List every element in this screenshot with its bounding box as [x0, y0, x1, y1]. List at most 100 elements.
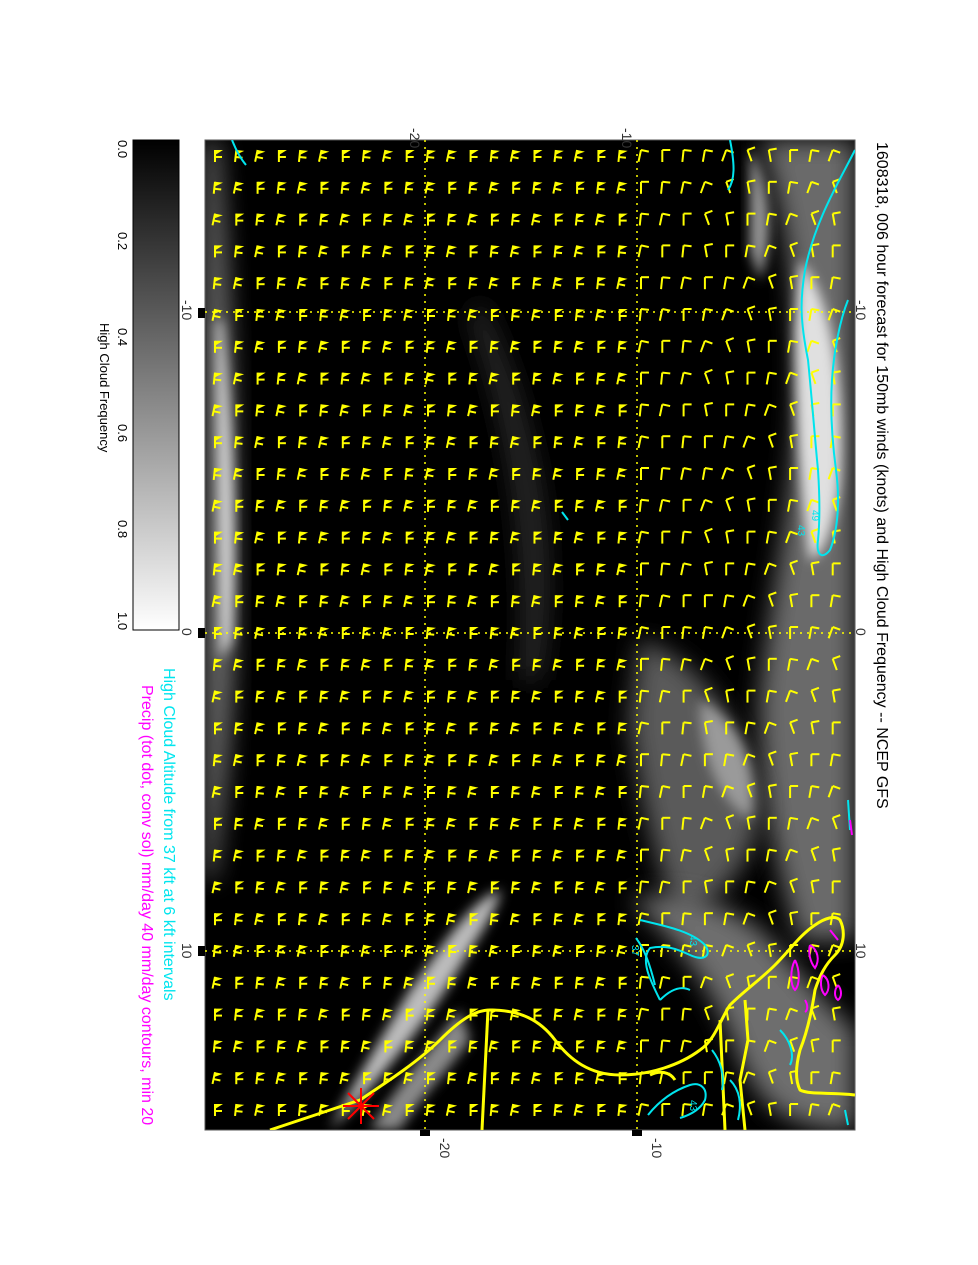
wind-barb [384, 658, 394, 671]
wind-barb [746, 179, 756, 194]
wind-barb [211, 976, 223, 989]
wind-barb [574, 1072, 586, 1085]
wind-barb [490, 690, 500, 703]
wind-barb [594, 213, 607, 226]
wind-barb [533, 913, 543, 926]
wind-barb [320, 658, 330, 671]
wind-barb [831, 403, 841, 417]
wind-barb [681, 626, 692, 640]
wind-barb [232, 1040, 245, 1053]
wind-barb [831, 880, 841, 894]
wind-barb [554, 309, 564, 321]
wind-barb [445, 340, 458, 353]
wind-barb [276, 467, 287, 481]
wind-barb [469, 627, 479, 639]
wind-barb [725, 688, 735, 703]
wind-barb [703, 561, 713, 576]
wind-barb [341, 722, 351, 735]
wind-barb [319, 595, 330, 608]
wind-barb [234, 817, 245, 830]
wind-barb [509, 435, 522, 449]
wind-barb [256, 563, 266, 576]
wind-barb [554, 404, 564, 417]
wind-barb [256, 277, 266, 290]
wind-barb [682, 403, 692, 417]
wind-barb [381, 1103, 394, 1116]
wind-barb [533, 436, 543, 449]
wind-barb [533, 150, 543, 162]
wind-barb [810, 1038, 820, 1053]
wind-barb [640, 371, 649, 385]
wind-barb [810, 879, 820, 894]
wind-barb [785, 848, 798, 862]
wind-barb [703, 209, 713, 226]
wind-barb [404, 849, 415, 862]
wind-barb [297, 722, 309, 735]
wind-barb [234, 722, 245, 735]
wind-barb [488, 944, 500, 957]
wind-barb [680, 1039, 692, 1053]
wind-barb [297, 817, 309, 830]
wind-barb [576, 563, 586, 576]
wind-barb [746, 815, 756, 830]
wind-barb [211, 213, 223, 226]
wind-barb [255, 595, 266, 608]
wind-barb [467, 785, 479, 798]
wind-barb [341, 817, 351, 830]
wind-barb [638, 498, 650, 512]
wind-barb [725, 847, 735, 862]
wind-barb [445, 626, 458, 639]
wind-barb [448, 849, 458, 862]
wind-barb [360, 181, 372, 194]
wind-barb [405, 817, 415, 830]
wind-barb [660, 371, 671, 385]
wind-barb [512, 945, 522, 957]
wind-barb [829, 1071, 841, 1085]
wind-barb [725, 211, 735, 226]
wind-barb [827, 785, 841, 798]
wind-barb [405, 627, 415, 639]
wind-barb [381, 435, 394, 449]
wind-barb [469, 817, 479, 830]
wind-barb [320, 1040, 330, 1053]
wind-barb [767, 273, 777, 289]
wind-barb [403, 404, 415, 417]
wind-barb [447, 881, 458, 894]
wind-barb [299, 786, 309, 798]
wind-barb [510, 881, 522, 894]
wind-barb [617, 626, 628, 640]
wind-barb [340, 467, 351, 481]
wind-barb [232, 372, 245, 385]
wind-barb [573, 340, 585, 353]
wind-barb [468, 181, 479, 194]
wind-barb [742, 435, 756, 448]
wind-barb [509, 531, 522, 544]
wind-barb [297, 436, 309, 449]
wind-barb [404, 944, 415, 958]
wind-barb [276, 1040, 287, 1053]
wind-barb [785, 1007, 798, 1021]
wind-barb [256, 181, 266, 194]
wind-barb [576, 372, 586, 385]
wind-barb [810, 594, 820, 608]
wind-barb [297, 340, 309, 353]
wind-barb [597, 245, 607, 258]
wind-barb [445, 245, 458, 258]
wind-barb [789, 308, 799, 321]
wind-barb [552, 753, 564, 767]
wind-barb [597, 1008, 607, 1021]
wind-barb [296, 563, 309, 576]
wind-barb [363, 1072, 373, 1085]
wind-barb [767, 432, 777, 448]
contour-label: 43 [795, 525, 806, 537]
right-tick-label: -10 [853, 300, 869, 320]
wind-barb [554, 976, 564, 989]
wind-barb [532, 849, 543, 862]
wind-barb [256, 372, 266, 385]
wind-barb [785, 689, 798, 703]
wind-barb [725, 721, 735, 735]
wind-barb [424, 181, 436, 194]
wind-barb [721, 944, 735, 957]
wind-barb [787, 498, 799, 512]
